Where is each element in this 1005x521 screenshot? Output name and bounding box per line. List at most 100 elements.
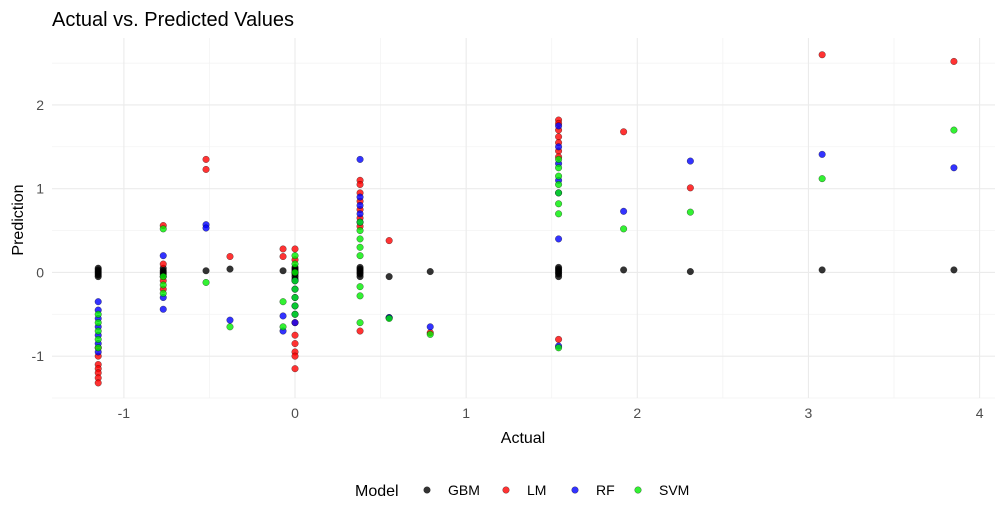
- data-point-lm: [279, 245, 287, 253]
- data-point-lm: [202, 165, 210, 173]
- data-point-rf: [159, 252, 167, 260]
- legend-label-gbm: GBM: [448, 482, 480, 498]
- data-point-svm: [291, 277, 299, 285]
- data-point-rf: [279, 312, 287, 320]
- data-point-lm: [356, 327, 364, 335]
- data-point-svm: [94, 310, 102, 318]
- data-point-lm: [356, 180, 364, 189]
- data-point-svm: [291, 285, 299, 293]
- data-point-svm: [94, 327, 102, 335]
- data-point-rf: [356, 155, 364, 163]
- data-point-lm: [291, 331, 299, 339]
- legend-key-gbm: [423, 486, 431, 494]
- data-point-svm: [356, 218, 364, 226]
- data-point-rf: [818, 150, 826, 158]
- data-point-svm: [291, 293, 299, 302]
- data-point-svm: [356, 283, 364, 291]
- x-tick-label: 0: [291, 405, 299, 421]
- data-point-svm: [356, 292, 364, 300]
- data-point-lm: [555, 335, 563, 343]
- series-svm: [94, 126, 958, 352]
- data-point-lm: [291, 352, 299, 360]
- data-point-gbm: [426, 268, 434, 276]
- grid-lines: [52, 38, 995, 399]
- data-point-svm: [291, 302, 299, 310]
- data-point-lm: [202, 155, 210, 163]
- y-axis-title: Prediction: [10, 184, 27, 255]
- data-point-rf: [950, 164, 958, 172]
- data-point-lm: [226, 252, 234, 261]
- data-point-gbm: [279, 267, 287, 275]
- data-point-rf: [356, 201, 364, 209]
- data-point-svm: [356, 252, 364, 260]
- data-point-lm: [279, 252, 287, 261]
- legend-label-lm: LM: [527, 482, 546, 498]
- legend-key-rf: [571, 486, 579, 494]
- data-point-svm: [555, 189, 563, 197]
- data-point-lm: [291, 365, 299, 373]
- legend-key-svm: [634, 486, 642, 494]
- data-point-svm: [94, 335, 102, 343]
- x-tick-label: 4: [976, 405, 984, 421]
- data-point-lm: [620, 128, 628, 136]
- data-point-gbm: [686, 268, 694, 276]
- data-point-lm: [686, 184, 694, 192]
- data-point-svm: [555, 164, 563, 172]
- data-point-gbm: [950, 266, 958, 274]
- series-rf: [94, 122, 958, 356]
- axis-tick-labels: -1 0 1 2 3 4 -1 0 1 2: [32, 97, 984, 421]
- data-point-gbm: [555, 273, 563, 281]
- data-point-lm: [291, 245, 299, 253]
- data-point-gbm: [818, 266, 826, 274]
- data-point-svm: [279, 298, 287, 306]
- data-point-svm: [686, 208, 694, 216]
- data-point-lm: [159, 260, 167, 268]
- legend-title: Model: [355, 483, 399, 500]
- data-point-svm: [94, 344, 102, 352]
- data-point-svm: [385, 314, 393, 323]
- data-point-svm: [356, 227, 364, 235]
- x-tick-label: 2: [633, 405, 641, 421]
- data-point-svm: [356, 235, 364, 243]
- x-tick-label: 3: [805, 405, 813, 421]
- data-point-svm: [291, 310, 299, 318]
- data-point-svm: [291, 268, 299, 276]
- y-tick-label: 1: [36, 181, 44, 197]
- data-point-svm: [555, 180, 563, 189]
- x-axis-title: Actual: [501, 430, 545, 447]
- legend-label-rf: RF: [596, 482, 615, 498]
- data-point-rf: [426, 323, 434, 331]
- data-point-svm: [94, 319, 102, 327]
- data-point-lm: [950, 57, 958, 65]
- data-point-svm: [159, 281, 167, 289]
- data-point-svm: [555, 210, 563, 218]
- data-point-gbm: [226, 265, 234, 273]
- data-point-rf: [202, 224, 210, 232]
- data-point-svm: [950, 126, 958, 134]
- data-point-svm: [226, 323, 234, 331]
- legend: Model GBM LM RF SVM: [355, 482, 689, 500]
- data-point-svm: [291, 260, 299, 268]
- data-point-lm: [818, 51, 826, 59]
- data-point-rf: [159, 305, 167, 313]
- data-point-rf: [686, 157, 694, 165]
- data-point-rf: [226, 316, 234, 324]
- data-point-svm: [555, 344, 563, 352]
- data-point-rf: [291, 319, 299, 327]
- data-point-svm: [291, 252, 299, 260]
- data-point-svm: [159, 273, 167, 281]
- data-point-gbm: [385, 273, 393, 281]
- y-tick-label: 0: [36, 264, 44, 280]
- data-point-svm: [279, 323, 287, 331]
- data-point-svm: [555, 200, 563, 208]
- chart-title: Actual vs. Predicted Values: [52, 9, 294, 31]
- data-point-lm: [555, 133, 563, 141]
- data-point-rf: [555, 122, 563, 130]
- data-point-gbm: [94, 273, 102, 281]
- data-point-svm: [555, 172, 563, 180]
- data-point-rf: [356, 210, 364, 218]
- data-point-rf: [94, 298, 102, 306]
- data-point-svm: [818, 175, 826, 183]
- data-point-svm: [555, 155, 563, 163]
